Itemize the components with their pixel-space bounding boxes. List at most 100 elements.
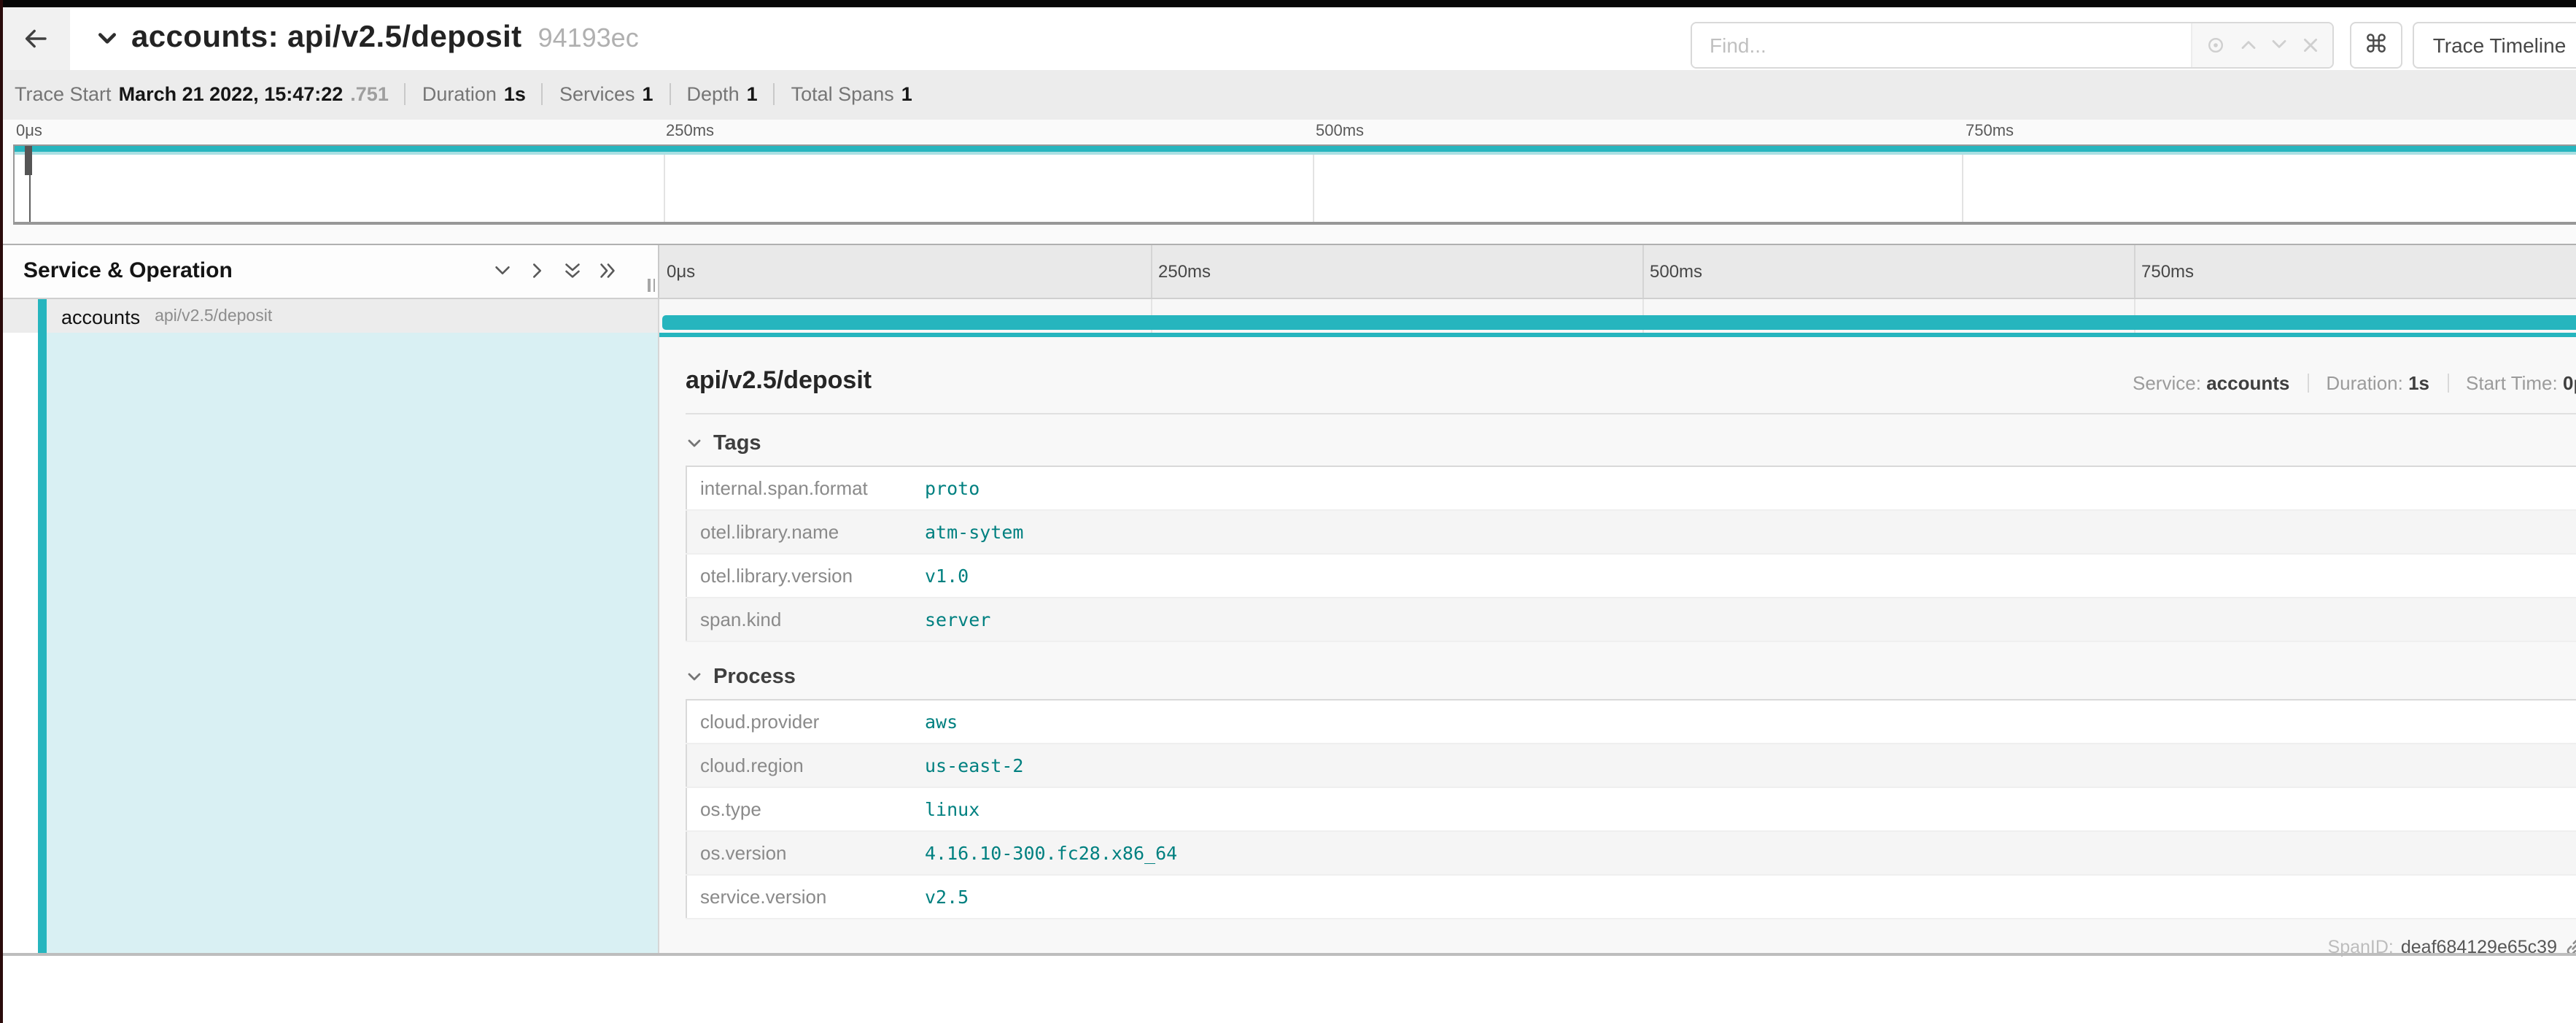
tags-section-title: Tags xyxy=(713,431,761,455)
panel-bottom-border xyxy=(0,953,2576,955)
divider xyxy=(669,83,671,105)
trace-start: Trace Start March 21 2022, 15:47:22.751 xyxy=(15,83,389,105)
minimap-scrubber-handle[interactable] xyxy=(25,145,32,174)
command-icon: ⌘ xyxy=(2364,30,2389,58)
span-detail-title: api/v2.5/deposit xyxy=(686,366,872,393)
selected-row-column xyxy=(0,332,659,953)
table-row: os.type linux xyxy=(686,787,2576,830)
service-operation-title: Service & Operation xyxy=(23,258,233,284)
minimap-gridline xyxy=(664,145,665,221)
trace-duration: Duration 1s xyxy=(422,83,526,105)
minimap-tick-labels: 0μs 250ms 500ms 750ms xyxy=(13,122,2576,144)
minimap-span-bar-shadow xyxy=(15,152,2576,155)
collapse-all-icon[interactable] xyxy=(560,259,585,284)
process-key: cloud.region xyxy=(700,754,804,776)
clear-search-icon[interactable] xyxy=(2302,36,2319,53)
column-resizer-grip[interactable] xyxy=(648,279,655,292)
span-accent-bar xyxy=(38,332,46,953)
process-value: us-east-2 xyxy=(925,754,1024,776)
table-row: cloud.provider aws xyxy=(686,699,2576,743)
minimap-tick-label: 250ms xyxy=(666,122,715,139)
span-detail-meta: Service: accounts Duration: 1s Start Time:… xyxy=(2133,371,2576,393)
tag-value: v1.0 xyxy=(925,564,969,586)
trace-timeline: Service & Operation xyxy=(0,243,2576,334)
tags-section-toggle[interactable]: Tags xyxy=(686,428,2576,458)
keyboard-shortcuts-button[interactable]: ⌘ xyxy=(2350,21,2402,68)
minimap-gridline xyxy=(1313,145,1314,221)
span-detail-card: api/v2.5/deposit Service: accounts Durati… xyxy=(659,332,2576,957)
tag-key: internal.span.format xyxy=(700,476,868,498)
find-input[interactable] xyxy=(1692,23,2191,66)
span-operation-name: api/v2.5/deposit xyxy=(155,308,273,325)
timeline-gridline xyxy=(2134,244,2135,298)
find-group xyxy=(1691,21,2334,68)
divider xyxy=(541,83,543,105)
collapse-one-icon[interactable] xyxy=(490,259,515,284)
process-value: v2.5 xyxy=(925,885,969,907)
minimap-canvas[interactable] xyxy=(13,144,2576,224)
span-bar[interactable] xyxy=(662,314,2576,330)
window-top-edge xyxy=(0,0,2576,7)
minimap-gridline xyxy=(1962,145,1963,221)
view-selector-label: Trace Timeline xyxy=(2432,33,2567,56)
process-section-title: Process xyxy=(713,665,796,688)
minimap-scrubber-line xyxy=(28,145,31,221)
timeline-ticks-header: 0μs 250ms 500ms 750ms xyxy=(659,244,2576,298)
table-row: span.kind server xyxy=(686,597,2576,641)
find-prev-icon[interactable] xyxy=(2238,35,2257,54)
tag-key: otel.library.name xyxy=(700,520,839,542)
process-section-toggle[interactable]: Process xyxy=(686,662,2576,691)
tag-value: proto xyxy=(925,476,980,498)
trace-collapse-chevron-icon[interactable] xyxy=(96,27,118,49)
span-detail-header: api/v2.5/deposit Service: accounts Durati… xyxy=(686,336,2576,414)
chevron-down-icon xyxy=(686,434,703,452)
trace-meta-bar: Trace Start March 21 2022, 15:47:22.751 … xyxy=(0,69,2576,119)
timeline-minimap: 0μs 250ms 500ms 750ms xyxy=(0,119,2576,243)
service-operation-header: Service & Operation xyxy=(0,244,659,298)
tag-key: otel.library.version xyxy=(700,564,853,586)
process-key: os.version xyxy=(700,841,787,863)
back-button[interactable] xyxy=(2,7,69,69)
table-row: internal.span.format proto xyxy=(686,466,2576,509)
timeline-tick-label: 500ms xyxy=(1650,260,1703,281)
timeline-gridline xyxy=(1642,244,1644,298)
tag-key: span.kind xyxy=(700,608,782,630)
trace-services: Services 1 xyxy=(559,83,653,105)
locate-icon[interactable] xyxy=(2205,34,2226,55)
span-service-name: accounts xyxy=(61,306,141,328)
view-selector-button[interactable]: Trace Timeline xyxy=(2413,21,2576,68)
process-table: cloud.provider aws cloud.region us-east-… xyxy=(686,698,2576,919)
table-row: cloud.region us-east-2 xyxy=(686,743,2576,787)
span-row-track xyxy=(659,299,2576,334)
timeline-tick-label: 0μs xyxy=(667,260,696,281)
timeline-gridline xyxy=(1151,244,1152,298)
expand-one-icon[interactable] xyxy=(525,259,550,284)
trace-title: accounts: api/v2.5/deposit xyxy=(131,20,522,54)
span-row-label[interactable]: accounts api/v2.5/deposit xyxy=(0,299,659,334)
back-arrow-icon xyxy=(22,24,50,52)
tags-table: internal.span.format proto otel.library.… xyxy=(686,465,2576,641)
divider xyxy=(773,83,775,105)
span-row[interactable]: accounts api/v2.5/deposit xyxy=(0,299,2576,334)
table-row: service.version v2.5 xyxy=(686,874,2576,918)
process-value: 4.16.10-300.fc28.x86_64 xyxy=(925,841,1178,863)
tag-value: atm-sytem xyxy=(925,520,1024,542)
trace-total-spans: Total Spans 1 xyxy=(791,83,912,105)
timeline-header-row: Service & Operation xyxy=(0,244,2576,299)
app-header: accounts: api/v2.5/deposit 94193ec xyxy=(0,7,2576,71)
process-value: linux xyxy=(925,798,980,819)
find-next-icon[interactable] xyxy=(2270,35,2289,54)
timeline-tick-label: 750ms xyxy=(2141,260,2195,281)
table-row: otel.library.name atm-sytem xyxy=(686,509,2576,553)
minimap-tick-label: 0μs xyxy=(16,122,42,139)
timeline-tick-label: 250ms xyxy=(1158,260,1211,281)
trace-id: 94193ec xyxy=(538,23,639,52)
process-key: service.version xyxy=(700,885,827,907)
table-row: otel.library.version v1.0 xyxy=(686,553,2576,597)
minimap-tick-label: 750ms xyxy=(1966,122,2014,139)
expand-all-icon[interactable] xyxy=(595,259,620,284)
divider xyxy=(404,83,406,105)
table-row: os.version 4.16.10-300.fc28.x86_64 xyxy=(686,830,2576,874)
chevron-down-icon xyxy=(686,668,703,685)
